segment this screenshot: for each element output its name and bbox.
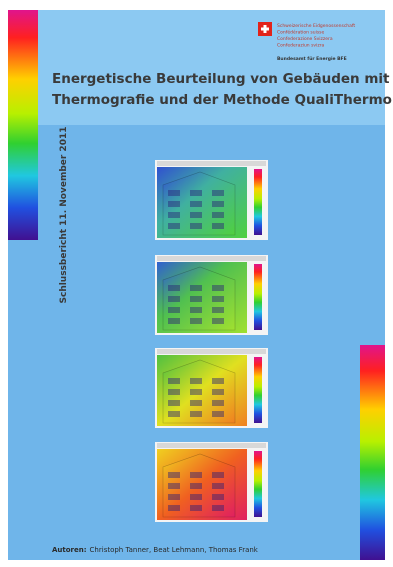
color-scale [254,357,262,423]
image-header [157,443,266,448]
window [168,378,180,384]
window [168,285,180,291]
window [168,494,180,500]
title-line: Thermografie und der Methode QualiThermo [52,92,392,108]
logo-line: Confederazione Svizzera [277,36,333,42]
window [212,190,224,196]
authors-label: Autoren: [52,546,87,554]
cover: Schweizerische EidgenossenschaftConfédér… [0,0,393,567]
window [190,285,202,291]
window [190,212,202,218]
color-scale [254,169,262,235]
office-name: Bundesamt für Energie BFE [277,56,347,62]
authors-names: Christoph Tanner, Beat Lehmann, Thomas F… [90,546,259,554]
window [212,389,224,395]
window [168,296,180,302]
swiss-cross [261,28,269,31]
window [190,318,202,324]
color-scale [254,451,262,517]
window [168,389,180,395]
window [212,483,224,489]
thermal-image [155,348,268,428]
window [168,472,180,478]
window [168,190,180,196]
thermal-image [155,160,268,240]
window [168,307,180,313]
rainbow-strip-left [8,10,38,240]
window [212,223,224,229]
authors: Autoren:Christoph Tanner, Beat Lehmann, … [52,546,259,554]
window [190,472,202,478]
logo-line: Schweizerische Eidgenossenschaft [277,23,355,29]
window [212,212,224,218]
window [212,318,224,324]
window [212,505,224,511]
window [190,190,202,196]
logo-line: Confederaziun svizra [277,43,325,49]
image-header [157,349,266,354]
window [212,472,224,478]
window [212,378,224,384]
window [168,400,180,406]
rainbow-strip-right [360,345,385,560]
window [190,223,202,229]
window [190,505,202,511]
window [212,307,224,313]
window [168,411,180,417]
subtitle: Schlussbericht 11. November 2011 [59,127,69,304]
window [190,201,202,207]
window [190,378,202,384]
window [168,212,180,218]
window [212,400,224,406]
image-header [157,256,266,261]
thermal-image [155,442,268,522]
window [190,389,202,395]
window [212,296,224,302]
window [212,411,224,417]
window [190,307,202,313]
window [190,483,202,489]
window [212,201,224,207]
window [190,400,202,406]
window [168,318,180,324]
window [212,285,224,291]
logo-line: Confédération suisse [277,29,325,36]
page: Schweizerische EidgenossenschaftConfédér… [0,0,393,567]
window [190,494,202,500]
color-scale [254,264,262,330]
window [168,483,180,489]
image-header [157,161,266,166]
window [212,494,224,500]
window [168,505,180,511]
title-line: Energetische Beurteilung von Gebäuden mi… [52,71,390,87]
window [168,201,180,207]
window [190,411,202,417]
thermal-image [155,255,268,335]
window [190,296,202,302]
window [168,223,180,229]
